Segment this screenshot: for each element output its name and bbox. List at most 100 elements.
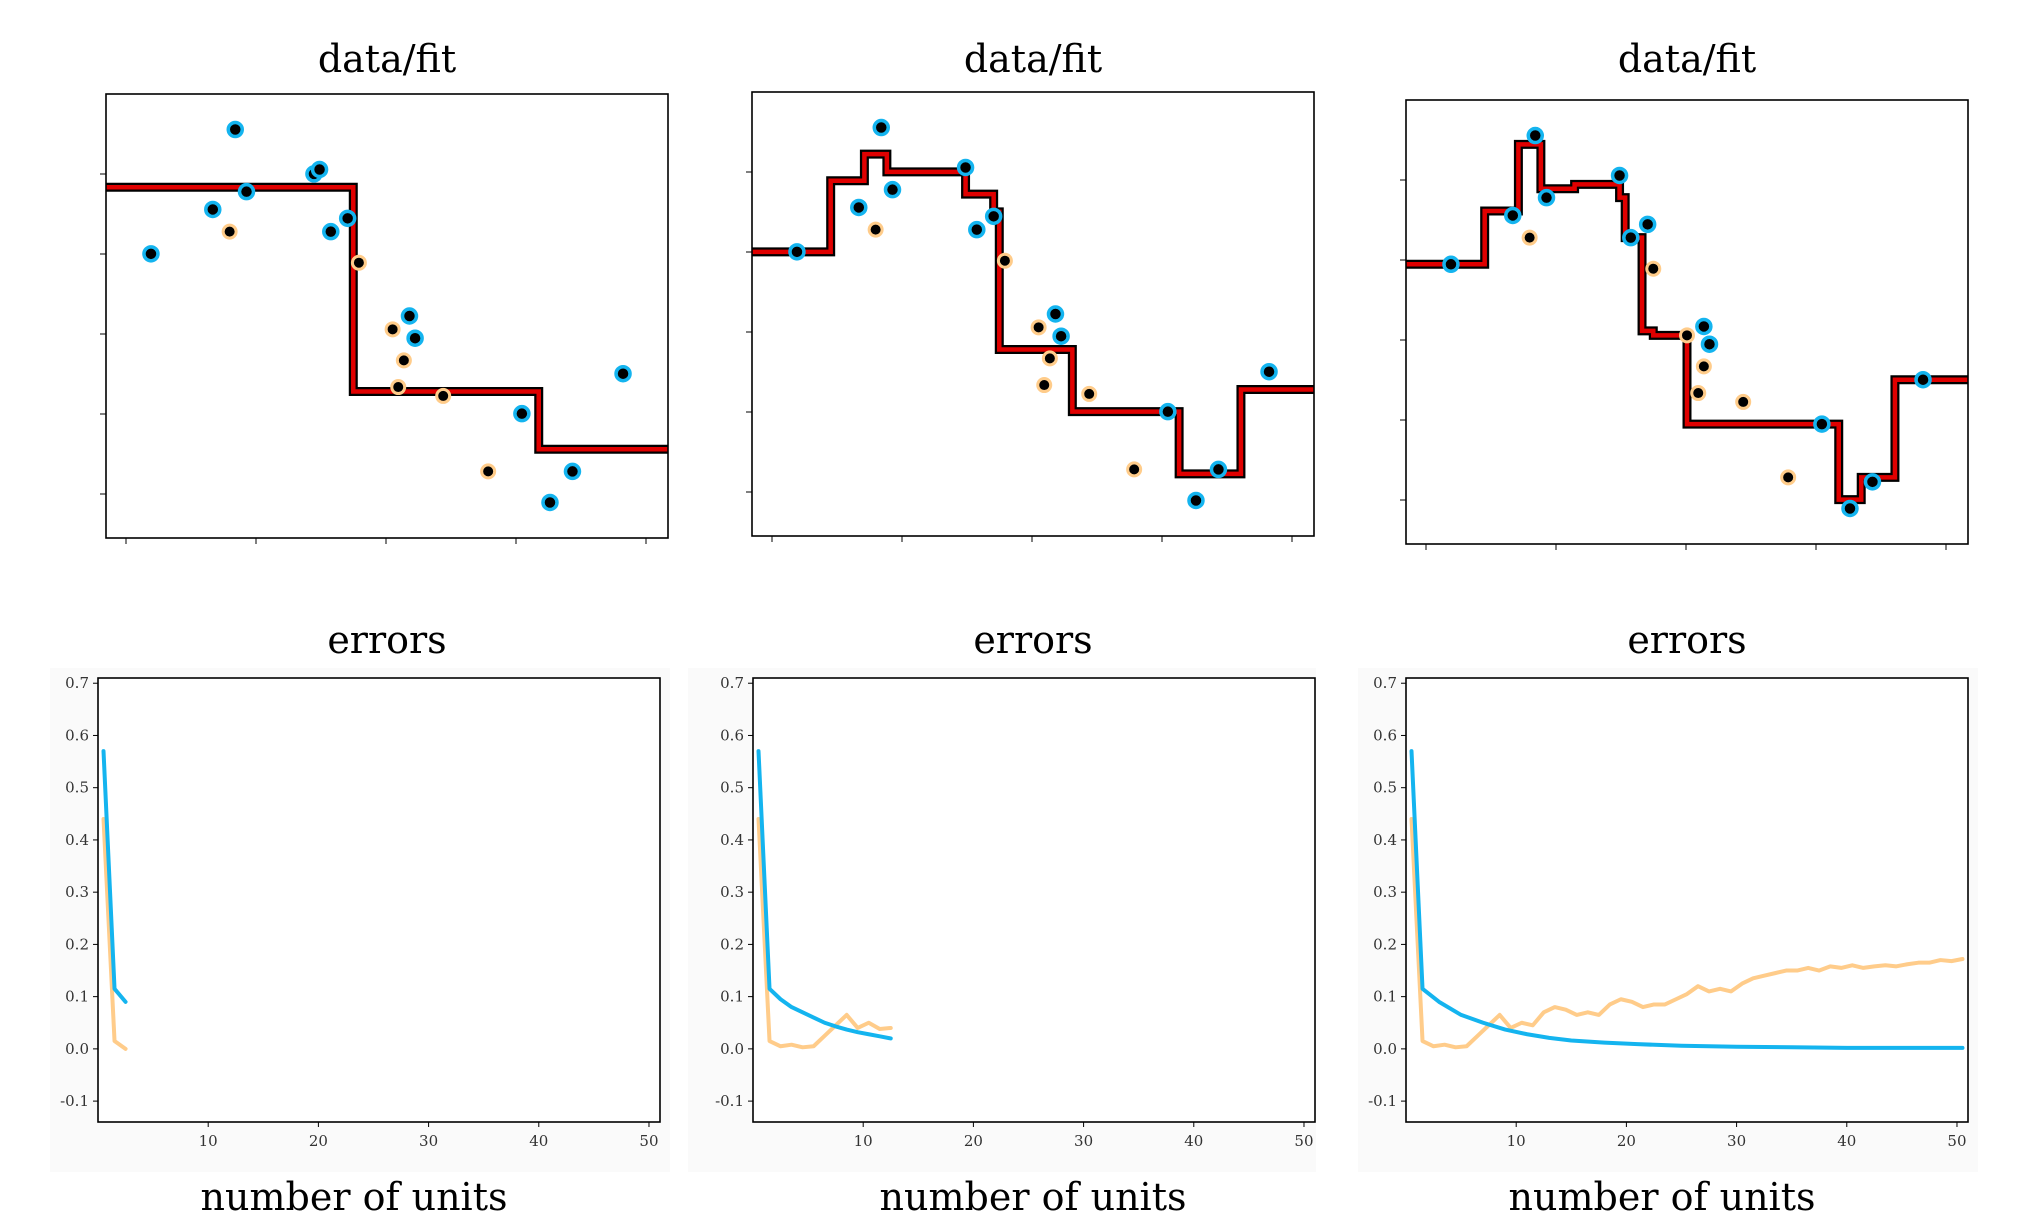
y-tick-label: 0.2 [65,935,89,953]
train-point [1863,473,1882,491]
train-point [968,220,986,239]
test-point [1780,469,1797,486]
train-point [1526,126,1545,145]
train-error-line [756,749,893,1041]
plot-frame [752,677,1316,1123]
train-point [310,160,329,179]
train-point [204,200,222,219]
test-error-line [1409,817,1965,1050]
fit-panel-title: data/fit [964,37,1102,81]
train-point [1052,327,1070,345]
x-tick-label: 30 [419,1132,438,1150]
y-tick-label: 0.0 [65,1040,89,1058]
test-point [395,352,412,369]
fit-panel-title: data/fit [1618,37,1756,81]
y-tick-label: 0.4 [1373,831,1397,849]
train-point [513,404,531,423]
train-point [1841,499,1859,518]
fit-panel-title: data/fit [318,37,456,81]
train-point [1813,415,1831,433]
y-tick-label: 0.6 [65,726,89,744]
test-error-line [101,817,128,1051]
test-point [384,321,401,338]
train-point [614,364,632,383]
train-point [1622,228,1640,247]
train-point [1504,206,1522,225]
errors-panel-title: errors [327,618,446,662]
y-tick-label: 0.0 [1373,1040,1397,1058]
errors-panel-1: errors number of units -0.1 0.0 0.1 0.2 0.3 0… [50,618,670,1219]
x-tick-label: 40 [1184,1132,1203,1150]
y-tick-label: 0.5 [65,779,89,797]
plot-area [1406,678,1968,1122]
errors-panel-3: errors number of units -0.1 0.0 0.1 0.2 0.3 0… [1358,618,1978,1219]
train-point [788,243,806,261]
test-point [1695,358,1712,375]
y-tick-label: 0.5 [720,779,744,797]
y-tick-label: 0.2 [1373,935,1397,953]
y-tick-label: 0.0 [720,1040,744,1058]
test-point [1126,461,1143,478]
test-point [221,223,238,240]
y-tick-label: 0.1 [1373,988,1397,1006]
x-axis-label: number of units [880,1175,1187,1219]
plot-area [1406,100,1968,544]
x-tick-label: 50 [1294,1132,1313,1150]
test-point [435,387,452,404]
x-tick-label: 30 [1727,1132,1746,1150]
x-tick-label: 10 [199,1132,218,1150]
x-tick-label: 40 [1837,1132,1856,1150]
y-tick-label: 0.3 [1373,883,1397,901]
y-tick-label: 0.7 [720,674,744,692]
test-point [1679,327,1695,344]
train-point [1187,491,1205,510]
test-point [1690,385,1707,402]
errors-panel-2: errors number of units -0.1 0.0 0.1 0.2 0.3 0… [688,618,1316,1219]
errors-panel-title: errors [1627,618,1746,662]
x-tick-label: 50 [1947,1132,1966,1150]
train-point [1159,402,1177,421]
y-tick-label: 0.7 [1373,674,1397,692]
y-tick-label: 0.1 [65,988,89,1006]
train-point [1610,166,1629,185]
test-point [1041,350,1058,367]
test-point [480,463,497,480]
plot-area [98,678,660,1122]
train-point [541,493,559,512]
x-tick-label: 30 [1074,1132,1093,1150]
x-axis-label: number of units [201,1175,508,1219]
test-error-line [756,817,893,1050]
plot-frame [1405,677,1969,1123]
train-point [984,207,1003,226]
x-tick-label: 50 [639,1132,658,1150]
x-tick-label: 20 [309,1132,328,1150]
plot-area [106,94,668,538]
y-tick-label: 0.2 [720,935,744,953]
y-tick-label: 0.7 [65,674,89,692]
test-point [1030,319,1047,336]
fit-panel-1: data/fit [100,37,669,544]
train-point [322,222,340,241]
y-tick-label: 0.3 [65,883,89,901]
test-point [1521,229,1538,246]
fit-line [1406,142,1968,502]
train-point [872,118,891,137]
test-point [350,254,367,271]
y-tick-label: 0.4 [720,831,744,849]
test-point [390,379,407,396]
y-tick-label: 0.4 [65,831,89,849]
train-point [142,245,160,263]
train-point [1638,215,1657,234]
train-point [1700,335,1719,353]
train-point [338,209,357,228]
x-tick-label: 10 [1507,1132,1526,1150]
train-point [850,198,868,217]
plot-frame [1405,99,1969,545]
y-tick-label: 0.1 [720,988,744,1006]
y-tick-label: 0.3 [720,883,744,901]
plot-frame [97,677,661,1123]
train-point [400,307,419,325]
x-tick-label: 20 [1617,1132,1636,1150]
test-point [1036,377,1053,394]
